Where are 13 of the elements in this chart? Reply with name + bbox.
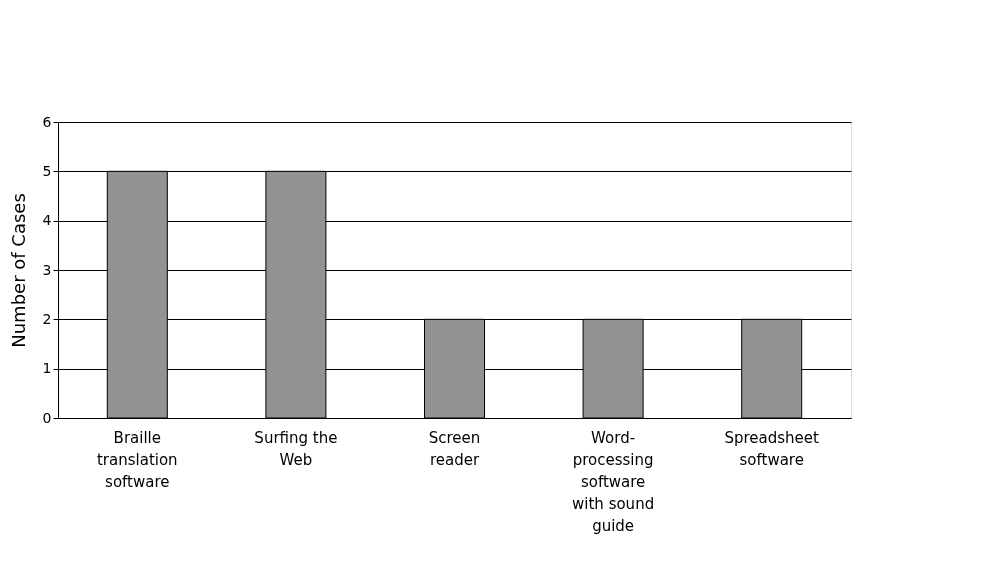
y-tick-label: 5: [42, 162, 52, 179]
y-tick-label: 6: [42, 113, 52, 130]
y-tick-label: 4: [42, 212, 52, 229]
x-tick-label: Spreadsheet software: [724, 428, 820, 469]
x-tick-label: Word-processing software with sound guide: [572, 428, 655, 535]
x-tick-label: Braille translation software: [96, 428, 178, 491]
y-tick-label: 2: [42, 310, 52, 327]
x-tick-label: Surfing the Web: [254, 428, 338, 469]
y-tick-label: 0: [42, 409, 52, 426]
y-tick-label: 1: [42, 360, 52, 377]
y-tick-label: 3: [42, 261, 52, 278]
x-tick-label: Screen reader: [428, 428, 481, 469]
y-axis-title: Number of Cases: [7, 193, 29, 348]
